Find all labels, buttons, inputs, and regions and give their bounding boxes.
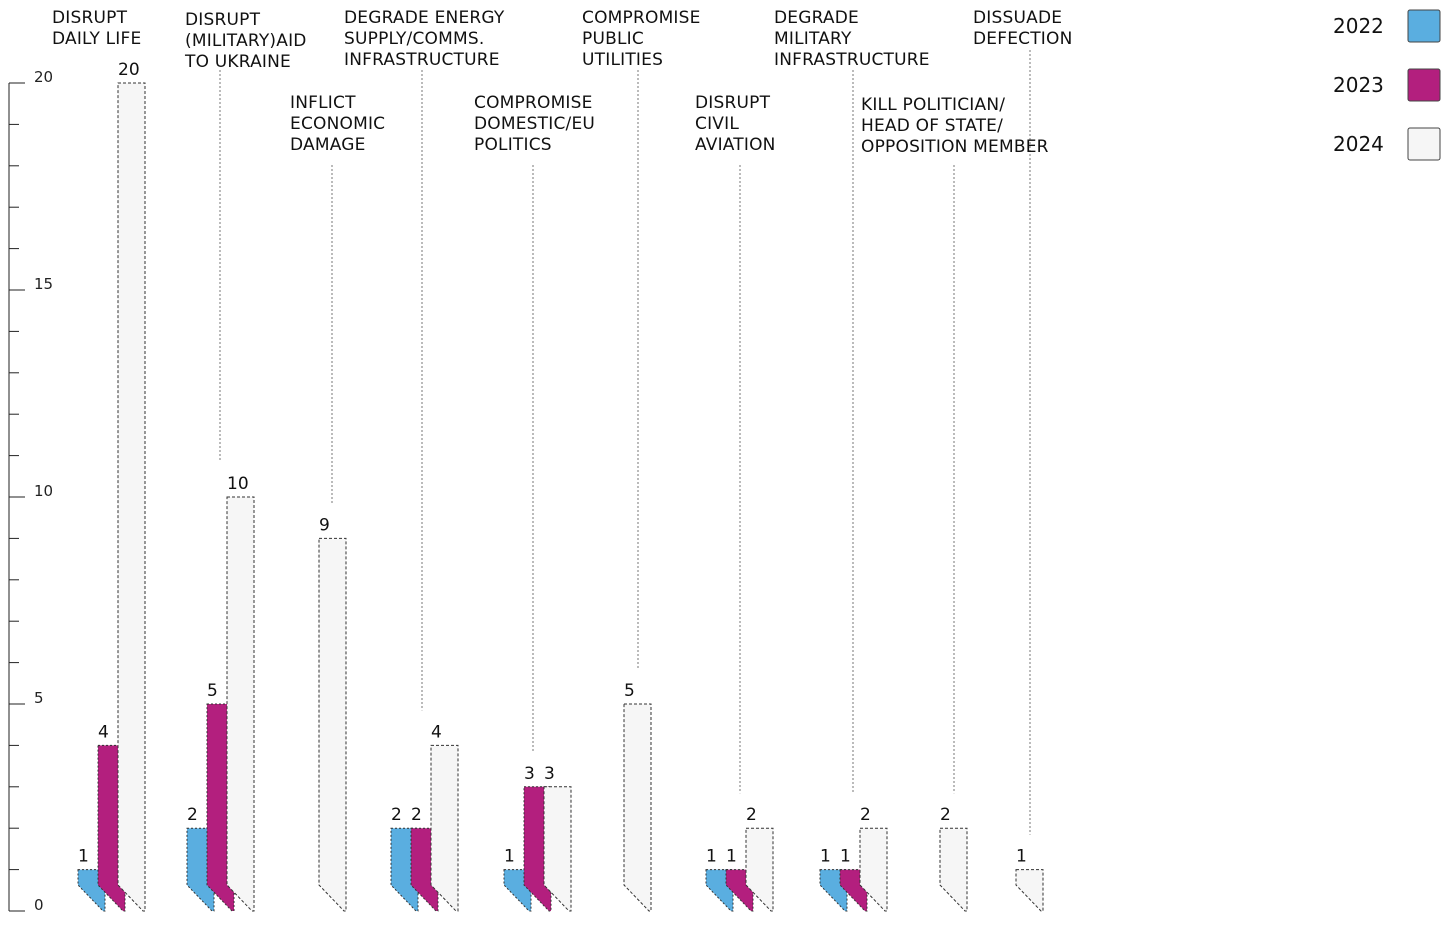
bar-2024 bbox=[318, 537, 347, 912]
bar-2024 bbox=[430, 744, 459, 912]
data-label: 5 bbox=[207, 681, 218, 701]
bar-2024 bbox=[745, 827, 774, 912]
category-label: KILL POLITICIAN/HEAD OF STATE/OPPOSITION… bbox=[861, 95, 1049, 157]
category-label: DISSUADE DEFECTION bbox=[973, 8, 1073, 49]
legend-label: 2024 bbox=[1333, 132, 1384, 156]
data-label: 2 bbox=[940, 805, 951, 825]
data-label: 20 bbox=[118, 60, 140, 80]
data-label: 1 bbox=[78, 847, 89, 867]
data-label: 3 bbox=[544, 764, 555, 784]
legend-label: 2023 bbox=[1333, 73, 1384, 97]
data-label: 2 bbox=[391, 805, 402, 825]
data-label: 1 bbox=[1016, 847, 1027, 867]
y-axis: 0 5 10 15 20 bbox=[8, 68, 53, 914]
category-label: DEGRADE ENERGY SUPPLY/COMMS. INFRASTRUCTUR… bbox=[344, 8, 505, 70]
data-label: 10 bbox=[227, 474, 249, 494]
legend-swatch bbox=[1407, 68, 1441, 102]
legend-swatch bbox=[1407, 127, 1441, 161]
data-label: 1 bbox=[820, 847, 831, 867]
data-label: 2 bbox=[411, 805, 422, 825]
data-label: 1 bbox=[726, 847, 737, 867]
bar-2024 bbox=[1015, 869, 1044, 912]
category-label: DEGRADE MILITARY INFRASTRUCTURE bbox=[774, 8, 930, 70]
bar-2024 bbox=[543, 786, 572, 912]
bar-2024 bbox=[117, 82, 146, 912]
data-label: 3 bbox=[524, 764, 535, 784]
y-tick-label: 10 bbox=[34, 482, 53, 500]
legend: 2022 2023 2024 bbox=[1333, 9, 1441, 161]
category-label: INFLICT ECONOMIC DAMAGE bbox=[290, 93, 385, 155]
data-label: 1 bbox=[504, 847, 515, 867]
category-label: DISRUPT CIVIL AVIATION bbox=[695, 93, 776, 155]
category-leader-lines bbox=[219, 50, 1031, 835]
legend-label: 2022 bbox=[1333, 14, 1384, 38]
bar-2024 bbox=[623, 703, 652, 912]
category-labels: DISRUPT DAILY LIFE DISRUPT (MILITARY)AID TO … bbox=[52, 8, 1073, 157]
bar-2024 bbox=[939, 827, 968, 912]
data-label: 2 bbox=[860, 805, 871, 825]
bars bbox=[77, 82, 1044, 912]
data-label: 9 bbox=[319, 515, 330, 535]
category-label: DISRUPT (MILITARY)AID TO UKRAINE bbox=[184, 10, 307, 72]
y-tick-label: 20 bbox=[34, 68, 53, 86]
data-label: 2 bbox=[746, 805, 757, 825]
bar-2024 bbox=[226, 496, 255, 912]
category-label: COMPROMISE PUBLIC UTILITIES bbox=[582, 8, 701, 70]
data-label: 5 bbox=[624, 681, 635, 701]
data-label: 1 bbox=[706, 847, 717, 867]
y-tick-label: 0 bbox=[34, 896, 44, 914]
data-label: 1 bbox=[840, 847, 851, 867]
category-label: DISRUPT DAILY LIFE bbox=[52, 8, 141, 49]
y-tick-label: 5 bbox=[34, 689, 44, 707]
legend-swatch bbox=[1407, 9, 1441, 43]
bar-2024 bbox=[859, 827, 888, 912]
y-tick-label: 15 bbox=[34, 275, 53, 293]
category-label: COMPROMISE DOMESTIC/EU POLITICS bbox=[474, 93, 595, 155]
data-label: 4 bbox=[431, 722, 442, 742]
data-label: 4 bbox=[98, 722, 109, 742]
data-label: 2 bbox=[187, 805, 198, 825]
